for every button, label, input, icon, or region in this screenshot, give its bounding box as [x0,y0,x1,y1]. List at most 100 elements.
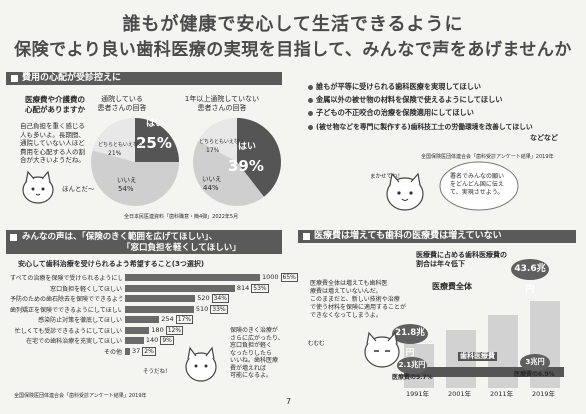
pie2-no-value: 44% [203,184,219,192]
pie1-unknown-slice [92,118,135,162]
hbar-category-label: 忙しくても受診できるようにしてほしい [14,327,122,335]
hbar-bar [125,305,194,313]
hbar-count: 510 [195,304,209,313]
section4-heading: 医療費は増えても歯科の医療費は増えていない [298,230,576,243]
section3-heading: みんなの声は、「保険のきく範囲を広げてほしい」、 「窓口負担を軽くしてほしい」 [6,230,282,254]
cat-caption-2: まかせてね！ [370,174,404,180]
body-line: 合が大きいようだね。 [20,156,85,164]
pie1-yes-slice [135,118,179,162]
heading-square-icon [10,234,17,241]
hbar-category-label: すべての治療を保険で受けられるようにしてほしい [10,275,122,282]
pie2-yes-slice [237,118,281,197]
body-line: 療費は増えていないんだ。 [310,288,382,295]
hbar-percent: 9% [160,336,174,345]
body-line: で使う材料を保険に適用することが [310,304,407,311]
section4-body: 医療費全体は増えても歯科医 療費は増えていないんだ。 このままだと、新しい技術や… [310,280,406,320]
body-line: 通院していない人ほど [20,139,85,147]
section1-subtitle-line1: 医療費や介護費の [25,95,85,104]
hbar-count: 520 [197,294,210,302]
year-label: 2001年 [448,390,472,398]
pie1-yes-label: はい [146,119,165,129]
pie1-caption-line2: 患者さんの回答 [97,103,147,112]
hbar-percent: 12% [165,325,184,335]
balloon-text: 署名でみんなの願い をどんどん国に伝え て、実現させよう。 [450,173,504,197]
bullet-item: (被せ物などを専門に製作する)歯科技工士の労働環境を改善してほしい [308,121,533,131]
hbar-category-label: 感染防止対策を徹底してほしい [38,317,122,324]
hbar-value-label: 140 9% [145,336,174,345]
headline-line1: 誰もが健康で安心して生活できるように [122,14,464,35]
pie2-yes-value: 39% [228,157,264,175]
body-line: 人も多いよ。長期間、 [20,130,85,139]
pie1-unknown-value: 21% [108,150,122,157]
hbar-percent: 17% [175,315,194,324]
section1-subtitle-line2: 心配がありますか [25,105,85,114]
series-dental-label: 歯科医療費 [458,352,497,361]
section2-source: 全国保険医団体連合会「歯科受診アンケート結果」2019年 [421,154,554,160]
section1-body: 自己負担を重く感じる 人も多いよ。長期間、 通院していない人ほど 費用を心配する… [20,122,85,165]
hbar-count: 814 [236,283,250,292]
pie2-caption-line1: 1年以上通院していない [184,95,260,103]
pie2-caption: 1年以上通院していない 患者さんの回答 [182,95,262,112]
hbar-category-label: 窓口負担を軽くしてほしい [50,285,122,293]
body-line: 費用を心配する人の割 [20,147,85,156]
dental-2019-value: 3兆円 [520,354,550,371]
bullet-item: 金属以外の被せ物の材料を保険で使えるようにしてほしい [308,95,502,105]
total-1991-value: 21.8兆円 [392,324,428,358]
hbar-count: 254 [161,315,174,323]
section3-heading-line2: 「窓口負担を軽くしてほしい」 [122,243,241,253]
balloon-line: 署名でみんなの願い [450,173,505,180]
side-line: いいね。歯科医療 [230,357,279,364]
dental-band [404,367,564,377]
dental-1991-value: 2.1兆円 [397,357,427,374]
speech-balloon [439,161,519,211]
pie1-no-value: 54% [118,185,134,193]
hbar-value-label: 37 2% [131,346,156,356]
hbar-bar [125,347,130,355]
hbar-percent: 65% [280,273,298,282]
pie1-yes-value: 25% [136,134,172,152]
year-label: 2011年 [490,390,514,398]
page-number: 7 [286,397,292,406]
bullet-item: 子どもの不正咬合の治療を保険適用にしてほしい [308,108,474,118]
cat-illustration-3 [185,346,217,382]
hbar-value-label: 1000 65% [262,273,298,282]
pie1-caption-line1: 通院している [101,95,143,103]
section1-subtitle: 医療費や介護費の 心配がありますか [25,95,85,115]
hbar-value-label: 814 53% [236,283,269,293]
pie2-unknown-label: どちらともいえない [199,139,244,145]
hbar-value-label: 254 17% [161,315,194,324]
hbar-bar [125,316,160,323]
cat-illustration-2 [386,172,424,211]
pie2-yes-label: はい [238,142,257,152]
side-line: 費が増えれば [230,364,267,372]
hbar-percent: 53% [251,283,269,293]
hbar-bar [125,274,260,281]
hbar-value-label: 510 33% [195,304,228,314]
headline-line2: 保険でより良い歯科医療の実現を目指して、みんなで声をあげませんか [14,40,572,60]
year-label: 2019年 [532,390,556,398]
column-chart-title-line1: 医療費に占める歯科医療費の [416,251,507,259]
side-line: なったりしたら [230,349,273,357]
section3-source: 全国保険医団体連合会「歯科受診アンケート結果」2019年 [14,393,147,399]
hbar-count: 180 [151,325,164,334]
hbar-percent: 34% [211,294,229,303]
hbar-count: 140 [145,336,159,344]
hbar-value-label: 520 34% [197,294,229,303]
section1-heading: 費用の心配が受診控えに [6,72,282,85]
pie1-caption: 通院している 患者さんの回答 [92,95,152,112]
pie2-no-label: いいえ [202,175,222,183]
body-line: 医療費全体は増えても歯科医 [310,280,388,287]
hbar-bar [125,284,235,292]
hbar-count: 37 [131,346,141,355]
series-total-label: 医療費全体 [432,282,472,291]
dental-2019-share: 医療費の6.9% [514,371,555,378]
hbar-percent: 2% [142,346,156,356]
bullet-item: 誰もが平等に受けられる歯科医療を実現してほしい [308,82,481,92]
bar-chart-title: 安心して歯科治療を受けられるよう希望すること(3つ選択) [18,260,205,268]
dental-1991-share: 医療費の9.7% [392,374,433,381]
column-chart-title: 医療費に占める歯科医療費の 割合は年々低下 [416,251,507,268]
balloon-line: をどんどん国に伝え [450,181,504,188]
body-line: できなくなってしまうよ。 [310,312,382,319]
hbar-count: 1000 [262,273,279,281]
